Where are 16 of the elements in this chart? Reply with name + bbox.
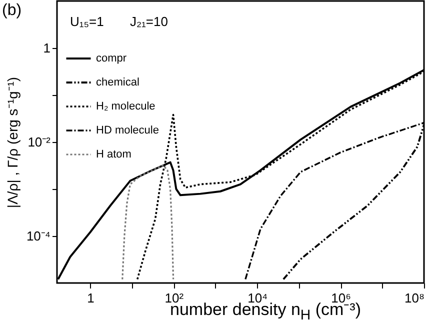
legend-label: compr xyxy=(96,52,127,64)
y-axis-title: |Λ/ρ| , Γ/ρ (erg s⁻¹g⁻¹) xyxy=(4,76,20,208)
annotation: U₁₅=1 xyxy=(70,14,104,29)
legend-label: chemical xyxy=(96,76,140,88)
x-tick-label: 10² xyxy=(164,290,184,306)
y-tick-label: 10⁻² xyxy=(28,134,52,150)
y-tick-label: 10⁻⁴ xyxy=(26,228,50,244)
annotation: J₂₁=10 xyxy=(130,14,168,29)
legend-label: H₂ molecule xyxy=(96,100,156,112)
x-tick-label: 1 xyxy=(87,290,94,306)
legend-label: H atom xyxy=(96,148,132,160)
chart-title: (b) xyxy=(2,2,22,20)
x-tick-label: 10⁴ xyxy=(248,290,268,306)
legend-label: HD molecule xyxy=(96,124,159,136)
x-tick-label: 10⁸ xyxy=(404,290,424,306)
y-tick-label: 1 xyxy=(43,40,50,56)
